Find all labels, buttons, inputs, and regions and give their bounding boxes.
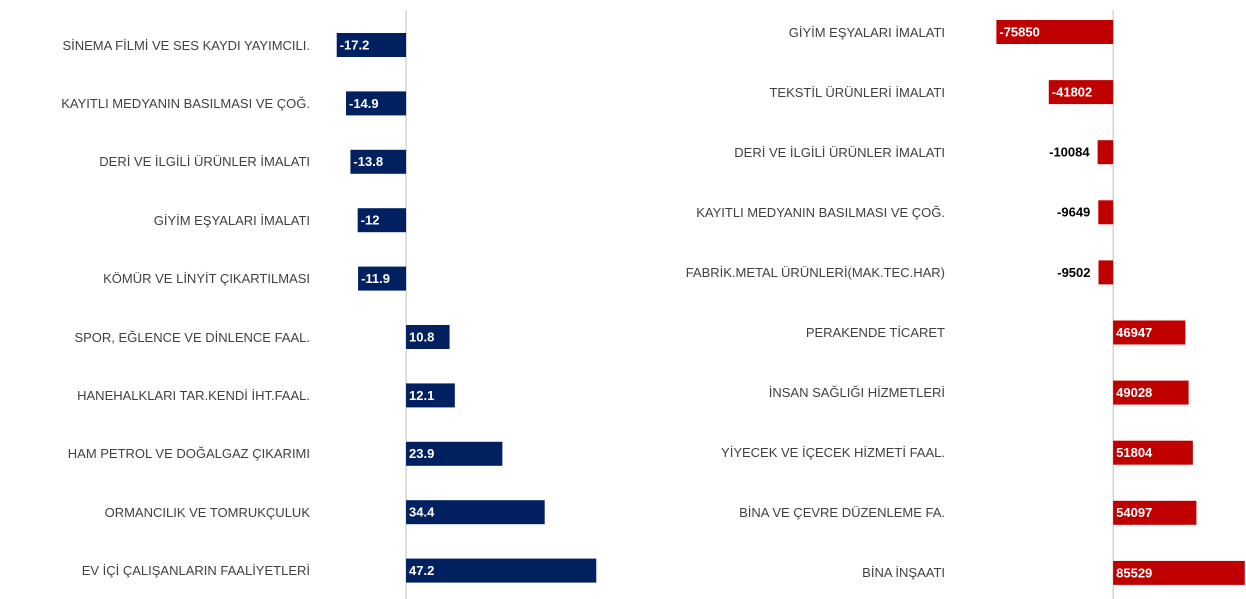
category-label-box: KÖMÜR VE LİNYİT ÇIKARTILMASI <box>10 259 310 299</box>
value-label: 34.4 <box>409 505 435 520</box>
bar <box>350 149 407 174</box>
category-label: KAYITLI MEDYANIN BASILMASI VE ÇOĞ. <box>61 95 310 111</box>
value-label: 54097 <box>1116 505 1152 520</box>
category-label-box: DERİ VE İLGİLİ ÜRÜNLER İMALATI <box>10 142 310 182</box>
bar <box>1098 200 1114 225</box>
category-label: EV İÇİ ÇALIŞANLARIN FAALİYETLERİ <box>81 563 310 579</box>
value-label: -10084 <box>1049 145 1090 160</box>
value-label: 51804 <box>1116 445 1153 460</box>
bar <box>1048 80 1114 105</box>
category-label-box: TEKSTİL ÜRÜNLERİ İMALATI <box>525 72 945 112</box>
value-label: 10.8 <box>409 329 434 344</box>
value-label: -17.2 <box>340 37 370 52</box>
category-label: BİNA VE ÇEVRE DÜZENLEME FA. <box>739 505 945 521</box>
value-label: 23.9 <box>409 446 434 461</box>
category-label: DERİ VE İLGİLİ ÜRÜNLER İMALATI <box>734 144 945 160</box>
bar <box>406 383 455 408</box>
category-label-box: BİNA İNŞAATI <box>525 553 945 593</box>
bar <box>345 91 407 116</box>
category-label: DERİ VE İLGİLİ ÜRÜNLER İMALATI <box>99 154 310 170</box>
category-label-box: HAM PETROL VE DOĞALGAZ ÇIKARIMI <box>10 434 310 474</box>
value-label: -14.9 <box>349 96 379 111</box>
category-label-box: SİNEMA FİLMİ VE SES KAYDI YAYIMCILI. <box>10 25 310 65</box>
category-label: KAYITLI MEDYANIN BASILMASI VE ÇOĞ. <box>696 204 945 220</box>
bar <box>406 500 545 525</box>
value-label: 46947 <box>1116 325 1152 340</box>
category-label-box: GİYİM EŞYALARI İMALATI <box>525 12 945 52</box>
bar <box>1113 320 1186 345</box>
category-label-box: KAYITLI MEDYANIN BASILMASI VE ÇOĞ. <box>10 83 310 123</box>
bar <box>336 33 407 57</box>
category-label: TEKSTİL ÜRÜNLERİ İMALATI <box>769 84 945 100</box>
value-label: 47.2 <box>409 563 434 578</box>
category-label: HANEHALKLARI TAR.KENDİ İHT.FAAL. <box>77 387 310 403</box>
category-label-box: PERAKENDE TİCARET <box>525 313 945 353</box>
category-label-box: HANEHALKLARI TAR.KENDİ İHT.FAAL. <box>10 375 310 415</box>
category-label: İNSAN SAĞLIĞI HİZMETLERİ <box>768 385 945 401</box>
category-label: YİYECEK VE İÇECEK HİZMETİ FAAL. <box>721 445 945 461</box>
category-label-box: EV İÇİ ÇALIŞANLARIN FAALİYETLERİ <box>10 551 310 591</box>
category-label: PERAKENDE TİCARET <box>805 325 945 340</box>
value-label: -9649 <box>1057 205 1090 220</box>
category-label: BİNA İNŞAATI <box>862 565 945 581</box>
bar <box>358 266 407 291</box>
bar <box>1098 260 1114 285</box>
category-label-box: YİYECEK VE İÇECEK HİZMETİ FAAL. <box>525 433 945 473</box>
value-label: 49028 <box>1116 385 1152 400</box>
category-label: ORMANCILIK VE TOMRUKÇULUK <box>104 504 310 520</box>
category-label-box: BİNA VE ÇEVRE DÜZENLEME FA. <box>525 493 945 533</box>
value-label: 85529 <box>1116 565 1152 580</box>
bar <box>1113 560 1245 585</box>
bar <box>1113 380 1189 405</box>
category-label-box: İNSAN SAĞLIĞI HİZMETLERİ <box>525 373 945 413</box>
category-label: HAM PETROL VE DOĞALGAZ ÇIKARIMI <box>67 446 310 462</box>
bar <box>1097 140 1114 165</box>
bar <box>406 441 503 466</box>
category-label: SİNEMA FİLMİ VE SES KAYDI YAYIMCILI. <box>62 37 310 53</box>
category-label: GİYİM EŞYALARI İMALATI <box>153 212 310 228</box>
value-label: -41802 <box>1052 85 1092 100</box>
value-label: 12.1 <box>409 388 434 403</box>
category-label-box: GİYİM EŞYALARI İMALATI <box>10 200 310 240</box>
category-label-box: FABRİK.METAL ÜRÜNLERİ(MAK.TEC.HAR) <box>525 252 945 292</box>
bar <box>406 325 450 349</box>
bar <box>996 20 1114 44</box>
category-label: GİYİM EŞYALARI İMALATI <box>788 24 945 40</box>
value-label: -9502 <box>1057 265 1090 280</box>
bar <box>1113 440 1193 465</box>
bar <box>1113 500 1197 525</box>
value-label: -12 <box>361 213 380 228</box>
category-label: FABRİK.METAL ÜRÜNLERİ(MAK.TEC.HAR) <box>685 264 945 280</box>
value-label: -11.9 <box>361 271 390 286</box>
category-label-box: DERİ VE İLGİLİ ÜRÜNLER İMALATI <box>525 132 945 172</box>
category-label: SPOR, EĞLENCE VE DİNLENCE FAAL. <box>74 329 310 345</box>
category-label: KÖMÜR VE LİNYİT ÇIKARTILMASI <box>103 271 310 287</box>
category-label-box: SPOR, EĞLENCE VE DİNLENCE FAAL. <box>10 317 310 357</box>
value-label: -13.8 <box>353 154 383 169</box>
bar <box>406 558 597 583</box>
category-label-box: ORMANCILIK VE TOMRUKÇULUK <box>10 492 310 532</box>
value-label: -75850 <box>999 24 1039 39</box>
category-label-box: KAYITLI MEDYANIN BASILMASI VE ÇOĞ. <box>525 192 945 232</box>
bar <box>357 208 407 233</box>
